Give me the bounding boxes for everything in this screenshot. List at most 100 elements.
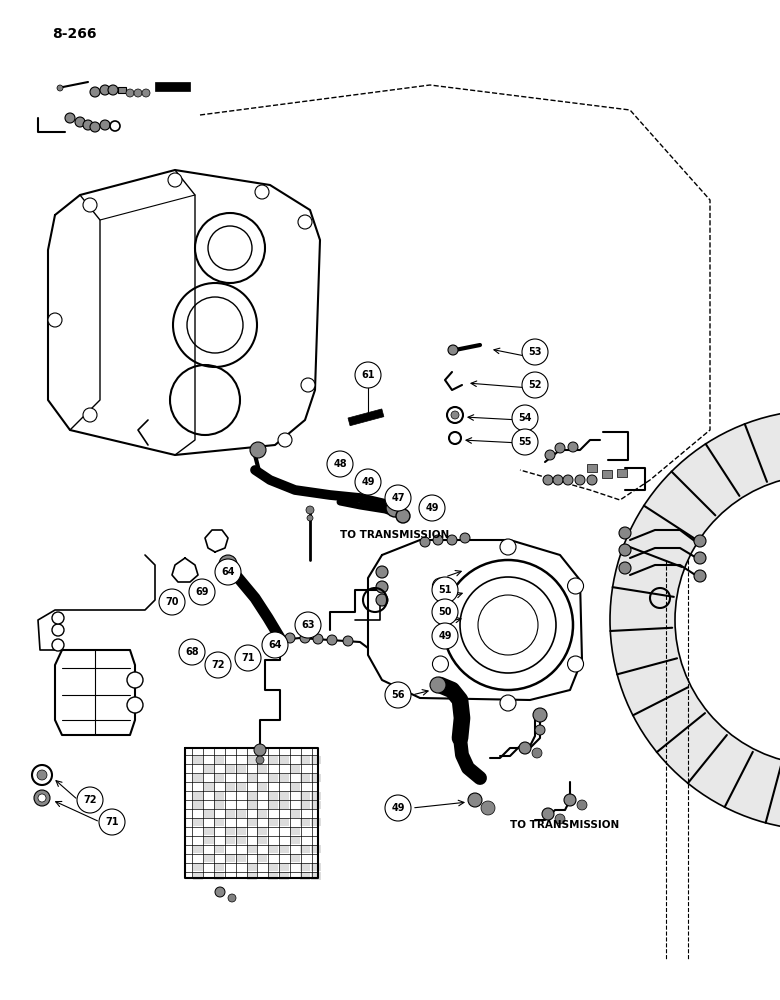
Circle shape: [90, 87, 100, 97]
Circle shape: [83, 198, 97, 212]
Circle shape: [555, 443, 565, 453]
Circle shape: [532, 748, 542, 758]
Bar: [289, 765, 300, 773]
Bar: [193, 774, 203, 782]
Circle shape: [48, 313, 62, 327]
Bar: [246, 756, 257, 764]
Bar: [118, 87, 126, 93]
Bar: [300, 774, 310, 782]
Bar: [225, 765, 236, 773]
Bar: [289, 810, 300, 818]
Text: 71: 71: [105, 817, 119, 827]
Bar: [300, 801, 310, 809]
Text: 63: 63: [301, 620, 315, 630]
Circle shape: [142, 89, 150, 97]
Wedge shape: [610, 413, 780, 827]
Circle shape: [376, 594, 388, 606]
Bar: [278, 774, 289, 782]
Circle shape: [134, 89, 142, 97]
Bar: [311, 818, 321, 826]
Bar: [289, 827, 300, 835]
Circle shape: [205, 652, 231, 678]
Circle shape: [396, 509, 410, 523]
Circle shape: [376, 566, 388, 578]
Circle shape: [553, 475, 563, 485]
Text: 48: 48: [333, 459, 347, 469]
Text: 61: 61: [361, 370, 374, 380]
Circle shape: [108, 85, 118, 95]
Bar: [215, 756, 225, 764]
Circle shape: [83, 120, 93, 130]
Text: 49: 49: [425, 503, 438, 513]
Bar: [617, 469, 627, 477]
Text: 72: 72: [83, 795, 97, 805]
Circle shape: [577, 800, 587, 810]
Circle shape: [306, 506, 314, 514]
Bar: [257, 854, 268, 862]
Circle shape: [307, 515, 313, 521]
Bar: [268, 801, 278, 809]
Bar: [268, 756, 278, 764]
Circle shape: [432, 656, 448, 672]
Bar: [289, 783, 300, 791]
Text: 49: 49: [361, 477, 374, 487]
Circle shape: [295, 612, 321, 638]
Bar: [246, 792, 257, 800]
Bar: [204, 783, 214, 791]
Circle shape: [34, 790, 50, 806]
Bar: [236, 765, 246, 773]
Bar: [268, 774, 278, 782]
Circle shape: [256, 756, 264, 764]
Circle shape: [100, 120, 110, 130]
Circle shape: [568, 442, 578, 452]
Circle shape: [619, 562, 631, 574]
Circle shape: [535, 725, 545, 735]
Bar: [246, 774, 257, 782]
Bar: [215, 863, 225, 871]
Bar: [215, 801, 225, 809]
Circle shape: [555, 814, 565, 824]
Circle shape: [278, 433, 292, 447]
Bar: [236, 854, 246, 862]
Circle shape: [545, 450, 555, 460]
Circle shape: [189, 579, 215, 605]
Circle shape: [355, 469, 381, 495]
Circle shape: [500, 539, 516, 555]
Bar: [225, 783, 236, 791]
Bar: [257, 765, 268, 773]
Bar: [268, 872, 278, 880]
Circle shape: [255, 185, 269, 199]
Bar: [300, 845, 310, 853]
Circle shape: [512, 405, 538, 431]
Circle shape: [433, 535, 443, 545]
Circle shape: [694, 535, 706, 547]
Circle shape: [313, 634, 323, 644]
Circle shape: [694, 570, 706, 582]
Circle shape: [542, 808, 554, 820]
Circle shape: [343, 636, 353, 646]
Bar: [278, 756, 289, 764]
Circle shape: [127, 697, 143, 713]
Circle shape: [57, 85, 63, 91]
Circle shape: [432, 578, 448, 594]
Circle shape: [447, 535, 457, 545]
Circle shape: [126, 89, 134, 97]
Bar: [215, 845, 225, 853]
Circle shape: [219, 555, 237, 573]
Bar: [236, 810, 246, 818]
Bar: [204, 827, 214, 835]
Bar: [215, 792, 225, 800]
Bar: [268, 845, 278, 853]
Circle shape: [100, 85, 110, 95]
Circle shape: [228, 894, 236, 902]
Bar: [268, 863, 278, 871]
Text: 70: 70: [165, 597, 179, 607]
Bar: [311, 845, 321, 853]
Circle shape: [52, 612, 64, 624]
Bar: [311, 872, 321, 880]
Text: 55: 55: [518, 437, 532, 447]
Text: 50: 50: [438, 607, 452, 617]
Bar: [311, 792, 321, 800]
Bar: [215, 818, 225, 826]
Circle shape: [179, 639, 205, 665]
